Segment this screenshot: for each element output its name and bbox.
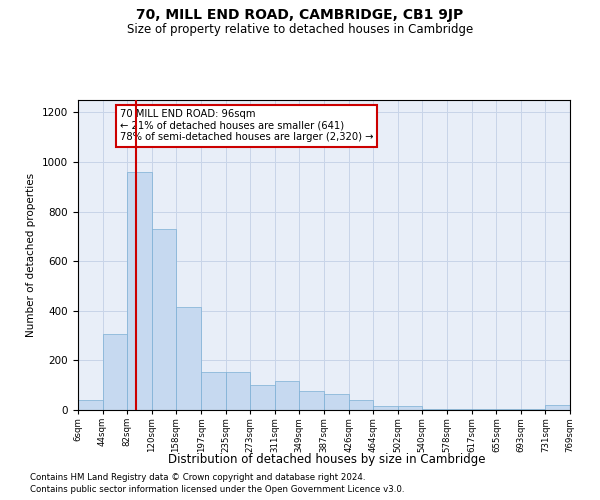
Bar <box>521 409 545 410</box>
Y-axis label: Number of detached properties: Number of detached properties <box>26 173 37 337</box>
Bar <box>570 409 595 410</box>
Bar <box>323 394 349 410</box>
Bar <box>545 405 570 410</box>
Bar <box>398 406 422 410</box>
Bar <box>275 382 299 410</box>
Bar <box>201 372 226 410</box>
Bar <box>422 409 447 410</box>
Bar <box>496 409 521 410</box>
Bar <box>373 406 398 410</box>
Bar <box>299 392 323 410</box>
Text: Contains HM Land Registry data © Crown copyright and database right 2024.: Contains HM Land Registry data © Crown c… <box>30 472 365 482</box>
Bar <box>349 400 373 410</box>
Bar <box>447 409 472 410</box>
Bar <box>152 229 176 410</box>
Bar <box>226 372 250 410</box>
Text: 70, MILL END ROAD, CAMBRIDGE, CB1 9JP: 70, MILL END ROAD, CAMBRIDGE, CB1 9JP <box>136 8 464 22</box>
Bar <box>176 307 201 410</box>
Text: Size of property relative to detached houses in Cambridge: Size of property relative to detached ho… <box>127 22 473 36</box>
Bar <box>250 385 275 410</box>
Text: 70 MILL END ROAD: 96sqm
← 21% of detached houses are smaller (641)
78% of semi-d: 70 MILL END ROAD: 96sqm ← 21% of detache… <box>120 110 373 142</box>
Bar <box>472 409 496 410</box>
Text: Contains public sector information licensed under the Open Government Licence v3: Contains public sector information licen… <box>30 485 404 494</box>
Bar <box>103 334 127 410</box>
Bar <box>78 400 103 410</box>
Bar <box>127 172 152 410</box>
Text: Distribution of detached houses by size in Cambridge: Distribution of detached houses by size … <box>168 452 486 466</box>
